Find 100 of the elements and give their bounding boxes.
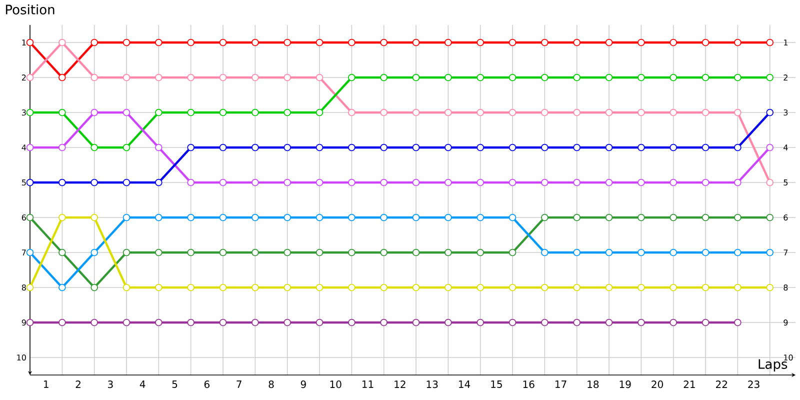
point: [284, 284, 291, 292]
point: [670, 38, 678, 46]
y2-tick-label: 5: [784, 180, 788, 186]
point: [122, 38, 130, 46]
point: [219, 38, 227, 46]
point: [348, 214, 356, 222]
point: [316, 318, 324, 326]
x-tick-label: 18: [588, 380, 599, 388]
x-tick-label: 22: [716, 380, 727, 388]
y-tick-label: 7: [22, 250, 26, 256]
point: [348, 178, 356, 186]
point: [638, 108, 645, 116]
point: [58, 214, 66, 222]
point: [90, 144, 98, 152]
point: [316, 248, 324, 256]
point: [670, 248, 678, 256]
point: [252, 248, 259, 256]
point: [380, 74, 388, 82]
point: [702, 144, 710, 152]
point: [444, 248, 452, 256]
point: [702, 108, 710, 116]
point: [541, 74, 548, 82]
point: [605, 108, 613, 116]
point: [541, 144, 548, 152]
point: [316, 284, 324, 292]
point: [476, 144, 484, 152]
point: [122, 318, 130, 326]
y2-tick-label: 10: [784, 354, 793, 361]
point: [734, 284, 742, 292]
x-tick-label: 7: [236, 380, 242, 388]
point: [284, 144, 291, 152]
point: [702, 178, 710, 186]
point: [284, 74, 291, 82]
point: [734, 248, 742, 256]
point: [541, 318, 548, 326]
point: [573, 38, 581, 46]
point: [252, 178, 259, 186]
point: [734, 318, 742, 326]
point: [734, 144, 742, 152]
point: [155, 284, 162, 292]
point: [412, 284, 420, 292]
point: [638, 248, 645, 256]
point: [155, 38, 162, 46]
point: [348, 74, 356, 82]
point: [26, 318, 34, 326]
x-tick-label: 20: [652, 380, 663, 388]
point: [476, 178, 484, 186]
point: [734, 178, 742, 186]
point: [766, 108, 774, 116]
x-tick-label: 23: [748, 380, 760, 388]
point: [766, 144, 774, 152]
point: [122, 178, 130, 186]
point: [219, 108, 227, 116]
point: [573, 318, 581, 326]
point: [670, 318, 678, 326]
x-tick-label: 10: [330, 380, 342, 388]
point: [444, 178, 452, 186]
point: [605, 178, 613, 186]
point: [444, 318, 452, 326]
x-tick-label: 9: [300, 380, 306, 388]
point: [508, 108, 516, 116]
point: [412, 108, 420, 116]
point: [702, 38, 710, 46]
point: [638, 144, 645, 152]
point: [122, 144, 130, 152]
point: [444, 284, 452, 292]
point: [734, 214, 742, 222]
point: [122, 214, 130, 222]
point: [508, 38, 516, 46]
point: [219, 178, 227, 186]
y-tick-label: 1: [22, 40, 26, 46]
point: [541, 108, 548, 116]
point: [734, 74, 742, 82]
point: [380, 144, 388, 152]
y2-tick-label: 1: [784, 40, 788, 46]
point: [573, 214, 581, 222]
point: [316, 108, 324, 116]
point: [412, 74, 420, 82]
point: [187, 74, 194, 82]
point: [766, 74, 774, 82]
point: [380, 284, 388, 292]
point: [187, 178, 194, 186]
point: [155, 144, 162, 152]
point: [58, 284, 66, 292]
point: [284, 318, 291, 326]
point: [412, 178, 420, 186]
point: [734, 108, 742, 116]
point: [252, 284, 259, 292]
x-tick-label: 14: [459, 380, 470, 388]
point: [187, 108, 194, 116]
point: [58, 38, 66, 46]
point: [284, 214, 291, 222]
point: [702, 284, 710, 292]
point: [348, 144, 356, 152]
point: [380, 318, 388, 326]
point: [219, 284, 227, 292]
point: [766, 248, 774, 256]
point: [252, 144, 259, 152]
point: [605, 248, 613, 256]
point: [766, 214, 774, 222]
